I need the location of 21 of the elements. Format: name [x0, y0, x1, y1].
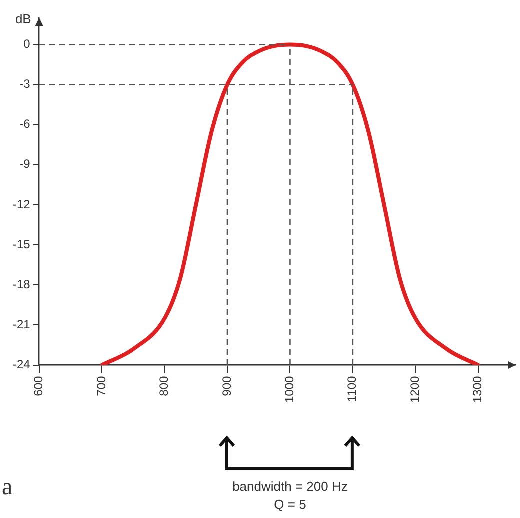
x-tick-label: 700 — [94, 376, 108, 396]
x-tick-label: 1200 — [408, 376, 422, 404]
y-tick-label: -21 — [13, 318, 31, 332]
y-axis-title: dB — [15, 12, 32, 27]
y-tick-label: -3 — [20, 77, 31, 92]
text: bandwidth = 200 Hz — [232, 478, 348, 494]
y-tick-label: -6 — [20, 117, 31, 132]
text: a — [2, 474, 13, 501]
x-tick-label: 900 — [220, 376, 234, 396]
y-tick-label: -15 — [13, 237, 31, 252]
y-tick-label: -12 — [13, 197, 31, 212]
y-tick-label: 0 — [24, 37, 31, 52]
x-tick-label: 800 — [157, 376, 172, 396]
y-tick-label: -24 — [13, 358, 31, 372]
y-tick-label: -9 — [20, 157, 31, 172]
x-tick-label: 600 — [32, 376, 46, 396]
y-tick-label: -18 — [13, 277, 31, 292]
x-tick-label: 1000 — [282, 376, 297, 404]
text: Q = 5 — [274, 496, 306, 512]
x-tick-label: 1100 — [345, 376, 360, 402]
x-tick-label: 1300 — [470, 376, 485, 404]
